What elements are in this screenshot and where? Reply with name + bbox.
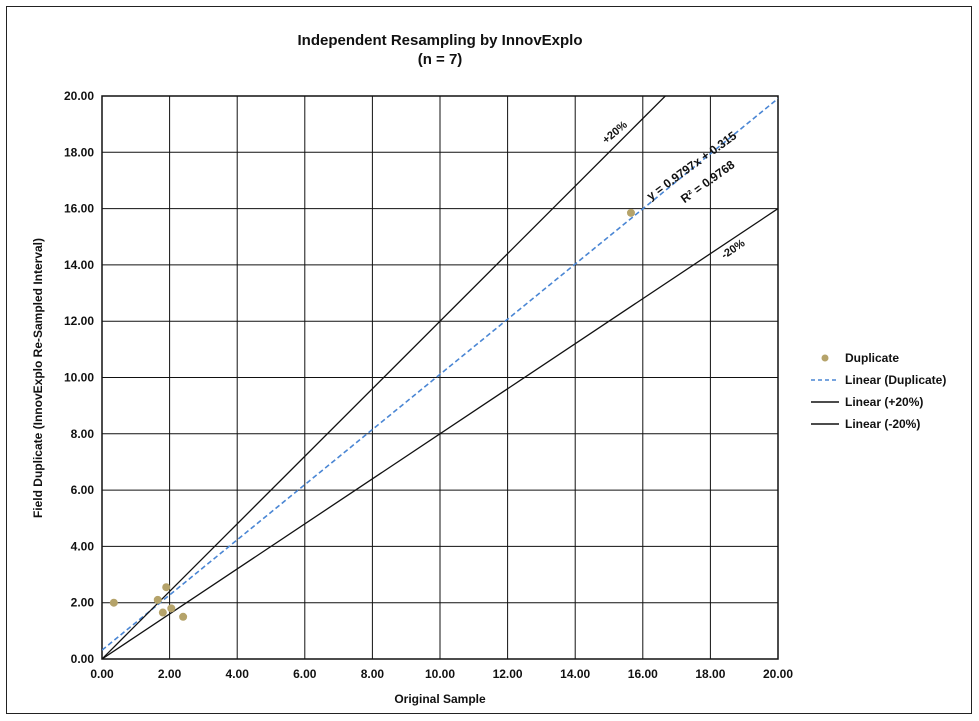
y-tick-label: 0.00 (71, 652, 95, 666)
y-axis-ticks: 0.00 2.00 4.00 6.00 8.00 10.00 12.00 14.00 16.00… (64, 89, 94, 666)
grid (101, 95, 779, 660)
data-point (162, 583, 171, 592)
trend-lines (102, 96, 778, 659)
x-tick-label: 2.00 (158, 667, 182, 681)
y-tick-label: 16.00 (64, 202, 94, 216)
data-points (109, 208, 635, 621)
chart-title: Independent Resampling by InnovExplo (297, 32, 582, 49)
y-tick-label: 20.00 (64, 89, 94, 103)
x-axis-label: Original Sample (394, 692, 486, 706)
x-tick-label: 14.00 (560, 667, 590, 681)
plot-border (101, 95, 779, 660)
y-tick-label: 8.00 (71, 427, 95, 441)
x-tick-label: 20.00 (763, 667, 793, 681)
legend-marker (821, 354, 829, 362)
y-tick-label: 4.00 (71, 539, 95, 553)
y-tick-label: 2.00 (71, 596, 95, 610)
line-linear-20 (102, 96, 667, 659)
legend-label: Linear (+20%) (845, 395, 923, 409)
data-point (626, 208, 635, 217)
legend-label: Duplicate (845, 351, 899, 365)
y-tick-label: 10.00 (64, 371, 94, 385)
legend-label: Linear (-20%) (845, 417, 920, 431)
y-tick-label: 18.00 (64, 145, 94, 159)
x-tick-label: 18.00 (695, 667, 725, 681)
x-tick-label: 16.00 (628, 667, 658, 681)
chart-subtitle: (n = 7) (418, 51, 463, 68)
line-linear-20 (102, 208, 778, 659)
x-tick-label: 6.00 (293, 667, 317, 681)
y-tick-label: 12.00 (64, 314, 94, 328)
line-linear-duplicate (102, 97, 778, 651)
chart-frame (6, 6, 972, 714)
legend: Duplicate Linear (Duplicate) Linear (+20%)… (811, 351, 946, 431)
data-point (153, 595, 162, 604)
legend-label: Linear (Duplicate) (845, 373, 946, 387)
x-tick-label: 0.00 (90, 667, 114, 681)
data-point (167, 604, 176, 613)
x-tick-label: 12.00 (493, 667, 523, 681)
y-tick-label: 6.00 (71, 483, 95, 497)
data-point (109, 598, 118, 607)
x-tick-label: 4.00 (226, 667, 250, 681)
y-axis-label: Field Duplicate (InnovExplo Re-Sampled I… (31, 238, 45, 518)
x-axis-ticks: 0.00 2.00 4.00 6.00 8.00 10.00 12.00 14.00 16.00… (90, 667, 793, 681)
data-point (179, 612, 188, 621)
y-tick-label: 14.00 (64, 258, 94, 272)
x-tick-label: 8.00 (361, 667, 385, 681)
x-tick-label: 10.00 (425, 667, 455, 681)
data-point (158, 608, 167, 617)
